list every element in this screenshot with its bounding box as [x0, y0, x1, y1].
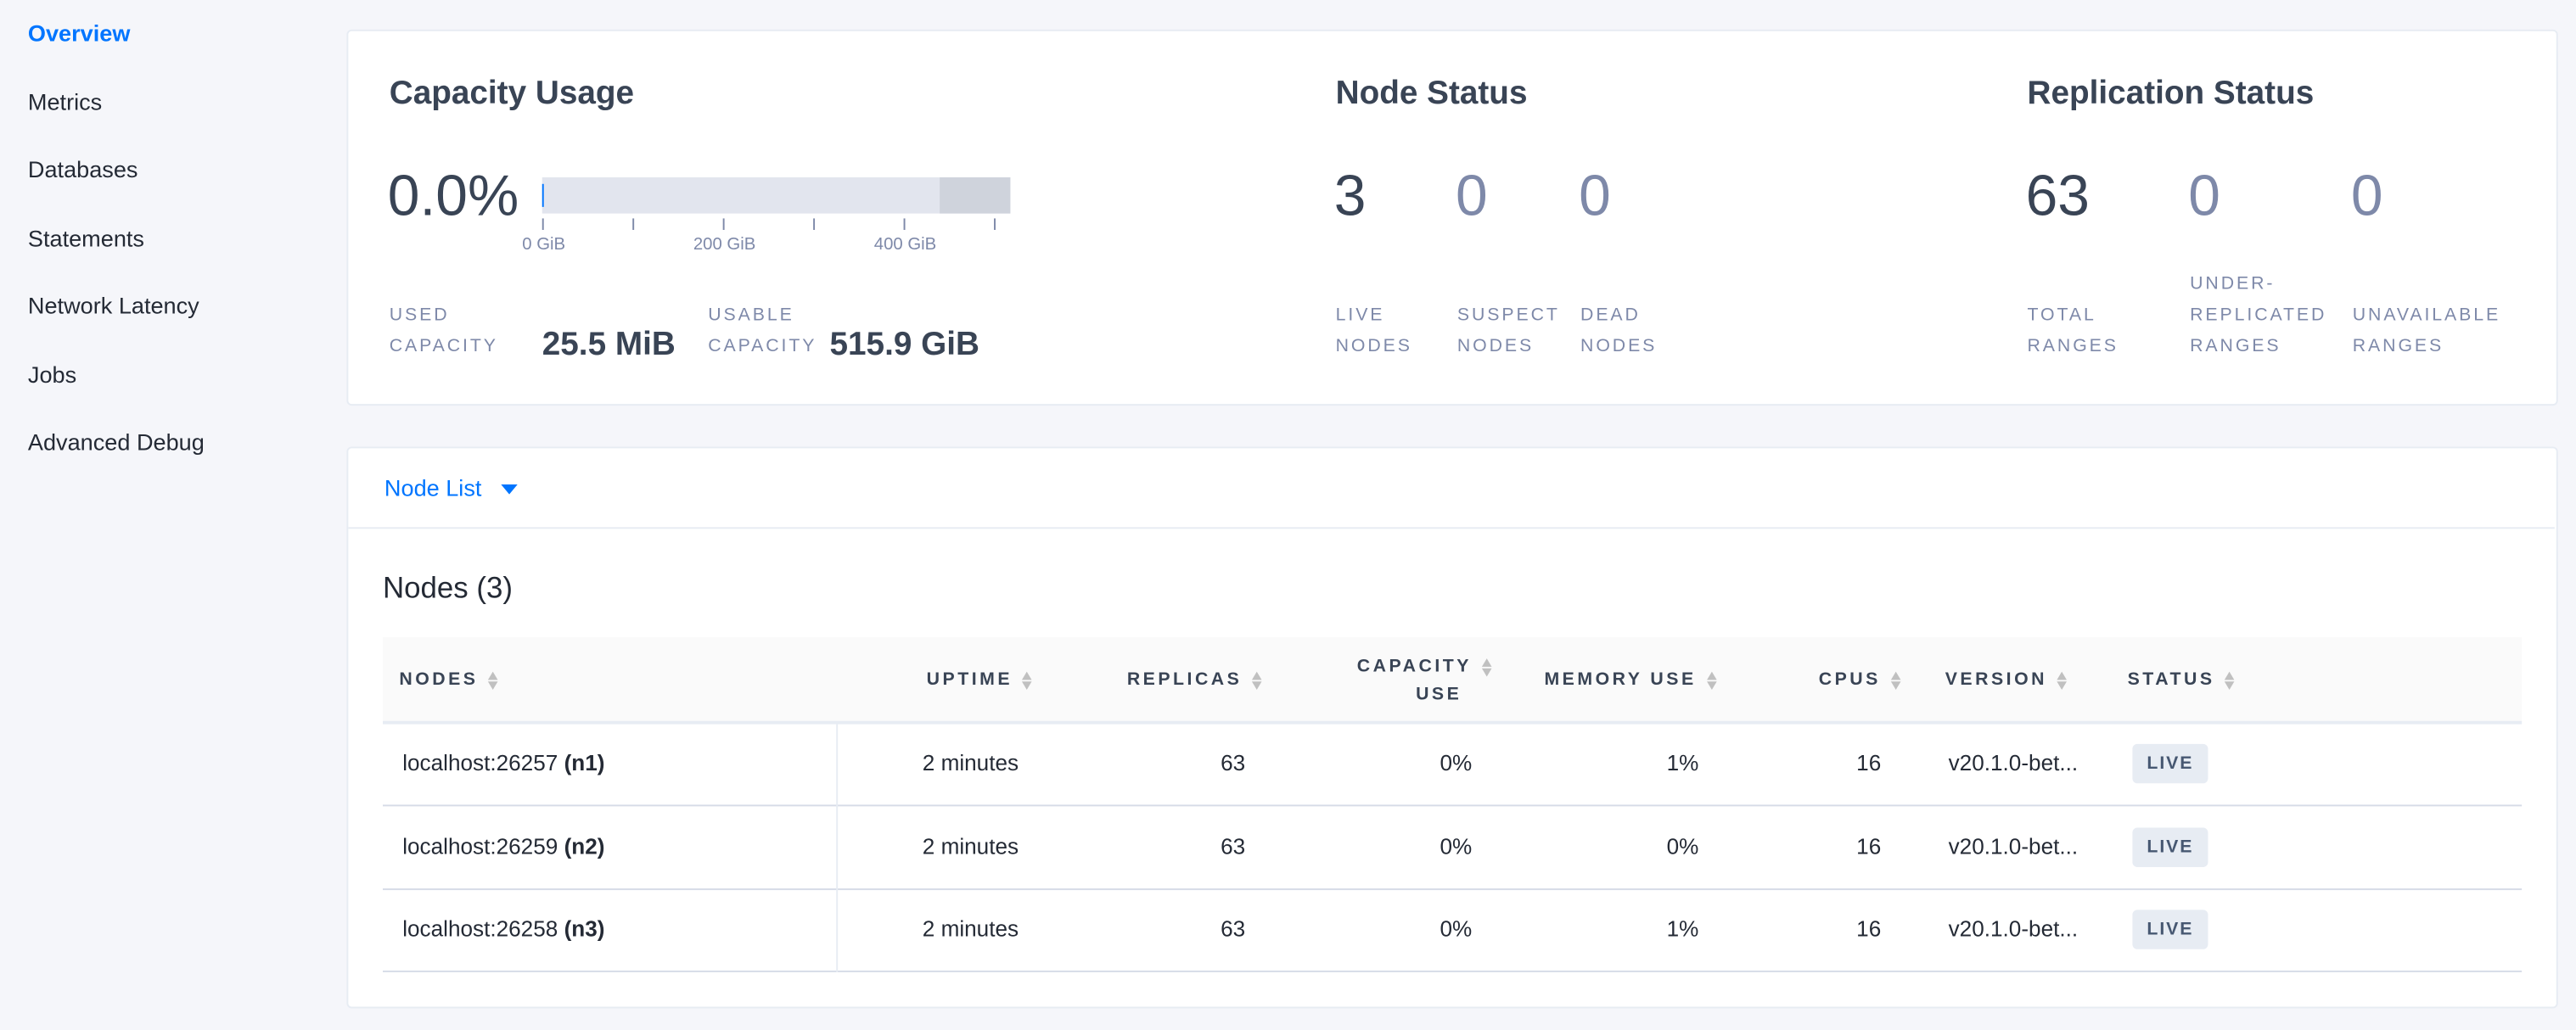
sort-icon — [1251, 669, 1264, 691]
column-divider — [836, 724, 839, 972]
sidebar-item-advanced-debug[interactable]: Advanced Debug — [27, 428, 205, 456]
replication-status-title: Replication Status — [2027, 76, 2315, 112]
caret-down-icon — [501, 484, 518, 495]
capacity-use-cell: 0% — [1440, 916, 1473, 942]
version-cell: v20.1.0-bet... — [1948, 833, 2079, 859]
column-header-version[interactable]: VERSION — [1945, 667, 2068, 695]
table-row[interactable]: localhost:26258 (n3) 2 minutes 63 0% 1% 16 v20… — [382, 888, 2523, 972]
capacity-use-cell: 0% — [1440, 833, 1473, 859]
capacity-bar — [542, 177, 1011, 214]
memory-use-cell: 0% — [1666, 833, 1699, 859]
node-name-cell[interactable]: localhost:26258 (n3) — [402, 916, 605, 942]
capacity-bar-fill — [542, 183, 544, 207]
sidebar-item-jobs[interactable]: Jobs — [27, 361, 77, 388]
column-header-status[interactable]: STATUS — [2128, 667, 2236, 695]
total-ranges-label: TOTAL RANGES — [2027, 305, 2119, 357]
memory-use-cell: 1% — [1666, 750, 1699, 775]
uptime-cell: 2 minutes — [922, 916, 1019, 942]
live-nodes-label: LIVE NODES — [1335, 305, 1412, 357]
cluster-summary-card — [346, 29, 2558, 406]
replicas-cell: 63 — [1221, 916, 1246, 942]
version-cell: v20.1.0-bet... — [1948, 916, 2079, 942]
used-capacity-value: 25.5 MiB — [542, 327, 676, 363]
uptime-cell: 2 minutes — [922, 833, 1019, 859]
dead-nodes-label: DEAD NODES — [1580, 305, 1658, 357]
axis-tick — [903, 218, 906, 230]
axis-tick — [632, 218, 635, 230]
unavailable-ranges-count: 0 — [2350, 164, 2383, 229]
divider — [348, 527, 2555, 529]
column-header-replicas[interactable]: REPLICAS — [1127, 667, 1264, 695]
unavailable-ranges-label: UNAVAILABLE RANGES — [2352, 305, 2501, 357]
under-replicated-count: 0 — [2188, 164, 2220, 229]
table-row[interactable]: localhost:26257 (n1) 2 minutes 63 0% 1% 16 v20… — [382, 723, 2523, 807]
sort-icon — [1022, 669, 1035, 691]
used-capacity-label: USED CAPACITY — [389, 305, 498, 357]
axis-label: 0 GiB — [522, 234, 566, 255]
suspect-nodes-count: 0 — [1455, 164, 1488, 229]
dead-nodes-count: 0 — [1579, 164, 1611, 229]
sidebar-item-statements[interactable]: Statements — [27, 225, 145, 252]
column-header-uptime[interactable]: UPTIME — [927, 667, 1035, 695]
total-ranges-count: 63 — [2025, 164, 2090, 229]
axis-tick — [813, 218, 816, 230]
node-name-cell[interactable]: localhost:26259 (n2) — [402, 833, 605, 859]
node-list-dropdown-label: Node List — [384, 474, 482, 501]
under-replicated-label: UNDER- REPLICATED RANGES — [2190, 274, 2327, 357]
replicas-cell: 63 — [1221, 833, 1246, 859]
sort-icon — [1706, 669, 1718, 691]
table-row[interactable]: localhost:26259 (n2) 2 minutes 63 0% 0% 16 v20… — [382, 805, 2523, 890]
table-header — [382, 637, 2523, 725]
uptime-cell: 2 minutes — [922, 750, 1019, 775]
node-list-dropdown[interactable]: Node List — [384, 474, 518, 501]
sidebar-item-metrics[interactable]: Metrics — [27, 88, 103, 115]
nodes-heading: Nodes (3) — [382, 571, 513, 605]
replicas-cell: 63 — [1221, 750, 1246, 775]
live-nodes-count: 3 — [1333, 164, 1367, 229]
cpus-cell: 16 — [1856, 916, 1882, 942]
sidebar-item-network-latency[interactable]: Network Latency — [27, 292, 199, 319]
version-cell: v20.1.0-bet... — [1948, 750, 2079, 775]
axis-tick — [542, 218, 544, 230]
memory-use-cell: 1% — [1666, 916, 1699, 942]
axis-tick — [994, 218, 996, 230]
axis-label: 200 GiB — [693, 234, 756, 255]
column-header-nodes[interactable]: NODES — [399, 667, 499, 695]
suspect-nodes-label: SUSPECT NODES — [1456, 305, 1560, 357]
sort-icon — [488, 669, 500, 691]
sidebar-item-overview[interactable]: Overview — [27, 20, 131, 47]
column-header-capacity-use[interactable]: CAPACITY USE — [1357, 653, 1493, 709]
cpus-cell: 16 — [1856, 833, 1882, 859]
capacity-usage-title: Capacity Usage — [389, 76, 635, 112]
status-badge: LIVE — [2132, 910, 2208, 949]
capacity-percent: 0.0% — [387, 164, 519, 229]
usable-capacity-label: USABLE CAPACITY — [708, 305, 817, 357]
sort-icon — [1890, 669, 1902, 691]
sidebar-item-databases[interactable]: Databases — [27, 155, 138, 182]
status-badge: LIVE — [2132, 743, 2208, 784]
cpus-cell: 16 — [1856, 750, 1882, 775]
node-status-title: Node Status — [1335, 76, 1528, 112]
capacity-use-cell: 0% — [1440, 750, 1473, 775]
status-badge: LIVE — [2132, 826, 2208, 867]
sort-icon — [2225, 669, 2236, 691]
node-name-cell[interactable]: localhost:26257 (n1) — [402, 750, 605, 775]
column-header-memory-use[interactable]: MEMORY USE — [1544, 667, 1717, 695]
axis-label: 400 GiB — [873, 234, 937, 255]
capacity-bar-unusable — [940, 177, 1011, 214]
sort-icon — [2057, 669, 2069, 691]
column-header-cpus[interactable]: CPUS — [1819, 667, 1902, 695]
axis-tick — [722, 218, 725, 230]
usable-capacity-value: 515.9 GiB — [829, 327, 979, 363]
sort-icon — [1481, 656, 1494, 677]
